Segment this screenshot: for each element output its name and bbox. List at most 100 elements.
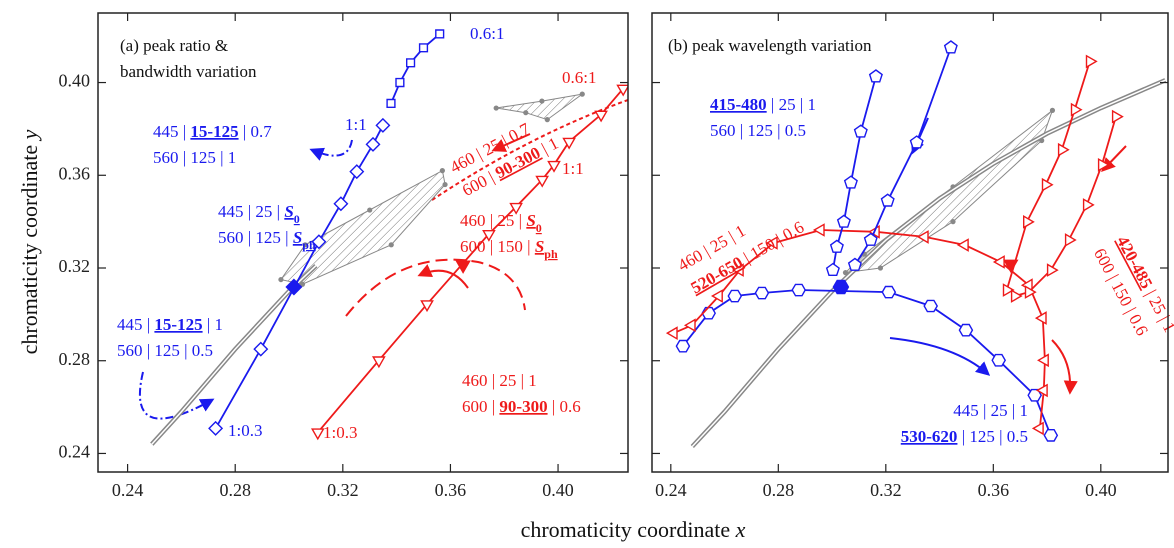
point xyxy=(863,232,878,246)
region-vertex xyxy=(523,110,529,116)
region-vertex xyxy=(442,181,448,188)
y-tick-label: 0.28 xyxy=(59,349,91,369)
annotation-line: 600 | 90-300 | 0.6 xyxy=(462,397,581,416)
point xyxy=(1043,429,1059,442)
annotation-arrow xyxy=(889,337,991,376)
point xyxy=(992,255,1005,269)
point xyxy=(1003,259,1019,274)
region-vertex xyxy=(493,105,499,111)
annotation-text: 1:0.3 xyxy=(323,423,357,442)
point xyxy=(836,214,851,228)
annotation-text: 445 | 25 | 1 xyxy=(953,401,1028,420)
x-tick-label: 0.36 xyxy=(978,480,1010,500)
annotation-line: bandwidth variation xyxy=(120,62,257,81)
x-axis-title: chromaticity coordinate x xyxy=(521,517,746,542)
annotation: 1:0.3 xyxy=(323,423,357,442)
x-axis-title-text: chromaticity coordinate xyxy=(521,517,736,542)
annotation: 445 | 25 | S0 560 | 125 | Sph xyxy=(218,202,316,252)
point xyxy=(562,137,576,150)
point xyxy=(386,98,396,109)
annotation: 420-485 | 25 | 1600 | 150 | 0.6 xyxy=(1090,233,1174,348)
x-tick-label: 0.40 xyxy=(1085,480,1117,500)
point xyxy=(765,236,778,250)
annotation-line: 560 | 125 | 0.5 xyxy=(710,121,806,140)
annotation-text: 560 | 125 | 0.5 xyxy=(710,121,806,140)
point xyxy=(349,164,365,180)
annotation-text: 0.6:1 xyxy=(562,68,596,87)
x-tick-label: 0.28 xyxy=(763,480,795,500)
point xyxy=(435,29,445,39)
region-vertex xyxy=(278,276,284,283)
annotation-line: 1:0.3 xyxy=(323,423,357,442)
x-tick-label: 0.24 xyxy=(112,480,144,500)
annotation-text: 460 | 25 | xyxy=(460,211,526,230)
point xyxy=(535,175,550,188)
annotation: 1:1 xyxy=(345,115,367,134)
point xyxy=(594,110,608,123)
point xyxy=(395,77,405,88)
region-vertex xyxy=(439,168,445,174)
annotation-line: 560 | 125 | 0.5 xyxy=(117,341,213,360)
annotation: 0.6:1 xyxy=(470,24,504,43)
annotation-arrow xyxy=(1051,339,1078,395)
point xyxy=(482,229,496,242)
annotation-text: | 0.6 xyxy=(548,397,581,416)
point xyxy=(1082,198,1095,212)
panel-frame xyxy=(97,12,629,473)
annotation-text: (b) peak wavelength variation xyxy=(668,36,872,55)
point xyxy=(1023,214,1035,229)
point xyxy=(1002,283,1015,297)
y-axis-title: chromaticity coordinate y xyxy=(17,129,42,354)
x-axis-title-variable: x xyxy=(735,517,746,542)
annotation-arrow xyxy=(417,264,469,289)
panel-frame xyxy=(651,12,1169,473)
annotation-text: S xyxy=(284,202,293,221)
point xyxy=(665,326,678,341)
x-tick-label: 0.24 xyxy=(655,480,687,500)
annotation-text: S xyxy=(526,211,535,230)
annotation: 0.6:1 xyxy=(562,68,596,87)
region-vertex xyxy=(302,242,308,248)
annotation-text: | 150 | 0.6 xyxy=(737,217,808,269)
point xyxy=(285,278,303,296)
y-tick-label: 0.32 xyxy=(59,256,91,276)
point xyxy=(675,339,691,353)
annotation-text: 445 | 25 | xyxy=(218,202,284,221)
annotation-line: 445 | 15-125 | 1 xyxy=(117,315,223,334)
annotation-text: 445 | xyxy=(117,315,154,334)
annotation-text: 90-300 xyxy=(499,397,547,416)
annotation-text: 1:1 xyxy=(345,115,367,134)
annotation: 445 | 15-125 | 1 560 | 125 | 0.5 xyxy=(117,315,223,360)
x-tick-label: 0.36 xyxy=(435,480,467,500)
x-tick-label: 0.28 xyxy=(219,480,251,500)
annotation-line: 560 | 125 | Sph xyxy=(218,228,316,252)
point xyxy=(843,175,858,189)
annotation-line: 415-480 | 25 | 1 xyxy=(710,95,816,114)
annotation-arrows xyxy=(138,99,1127,420)
series-line xyxy=(317,88,624,433)
annotation-subscript: 0 xyxy=(294,212,300,226)
x-tick-label: 0.40 xyxy=(542,480,574,500)
point xyxy=(1097,157,1110,172)
point xyxy=(727,289,743,303)
annotation-curve xyxy=(431,99,629,201)
point xyxy=(847,257,862,271)
annotation-line: 445 | 15-125 | 0.7 xyxy=(153,122,272,141)
point xyxy=(1036,353,1049,368)
annotation-line: 560 | 125 | 1 xyxy=(153,148,236,167)
point xyxy=(1111,109,1124,124)
point xyxy=(791,283,807,297)
point xyxy=(829,239,844,253)
region-vertex xyxy=(1049,107,1056,113)
point xyxy=(420,300,434,313)
plot-area xyxy=(665,40,1167,449)
point xyxy=(1041,177,1054,192)
point xyxy=(1070,102,1083,117)
y-tick-label: 0.24 xyxy=(59,442,91,462)
annotation-subscript: ph xyxy=(544,247,558,261)
region-vertex xyxy=(544,117,550,123)
point xyxy=(868,69,883,83)
